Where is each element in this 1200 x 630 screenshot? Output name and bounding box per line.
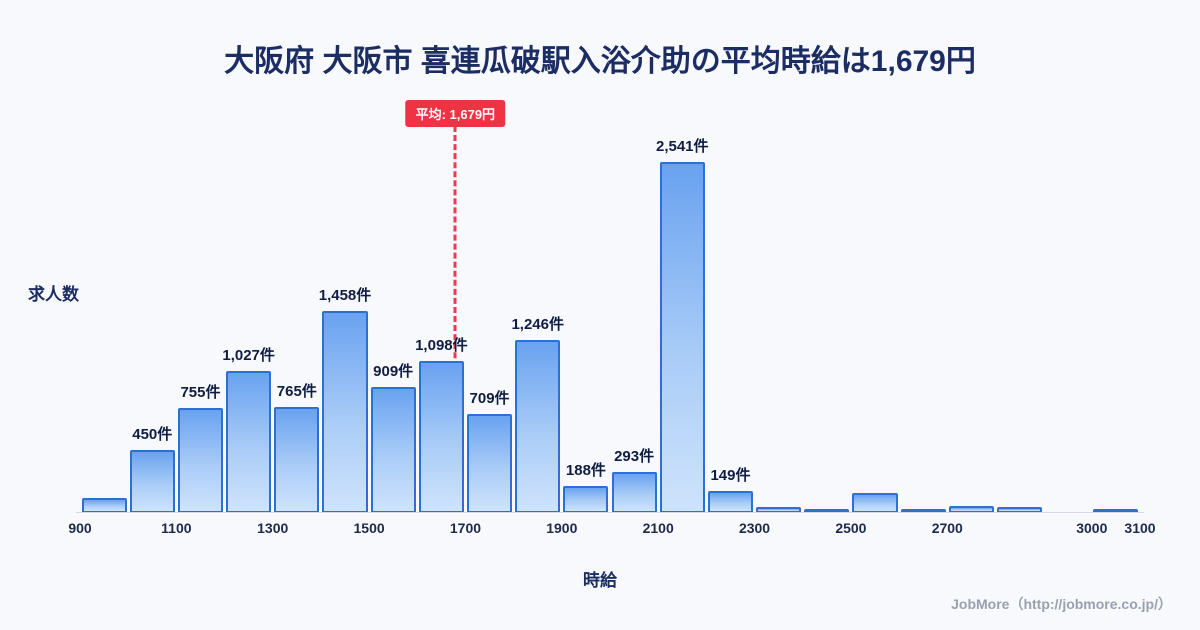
x-tick-1100: 1100 (161, 520, 192, 536)
y-axis-label: 求人数 (28, 285, 79, 304)
bar-2100 (659, 161, 705, 512)
bar-1000 (129, 450, 175, 512)
x-tick-1900: 1900 (546, 520, 578, 536)
bar-1900 (563, 486, 609, 512)
bar-1400 (322, 311, 368, 512)
bar-value-label-1600: 1,098件 (415, 336, 468, 354)
x-tick-2500: 2500 (835, 520, 867, 536)
x-axis-ticks: 900 1100 1300 1500 1700 1900 2100 2300 2500 2700 3… (68, 520, 1155, 540)
bar-1200 (226, 370, 272, 512)
bar-value-label-2000: 293件 (614, 447, 655, 465)
bar-1700 (466, 414, 513, 512)
bar-value-label-1900: 188件 (565, 462, 606, 480)
bar-value-label-1100: 755件 (180, 383, 221, 401)
bar-2800 (996, 506, 1043, 512)
x-axis-baseline (76, 512, 1144, 513)
bar-value-label-1200: 1,027件 (222, 346, 275, 364)
average-line (453, 126, 457, 512)
x-tick-1300: 1300 (257, 520, 289, 536)
footer-credit: JobMore（http://jobmore.co.jp/） (951, 596, 1172, 612)
chart-title: 大阪府 大阪市 喜連瓜破駅入浴介助の平均時給は1,679円 (224, 45, 976, 78)
bar-3000 (1093, 508, 1139, 512)
bar-2600 (900, 508, 946, 512)
average-badge: 平均: 1,679円 (405, 100, 506, 127)
bar-2300 (756, 507, 802, 512)
x-tick-2700: 2700 (931, 520, 963, 536)
bar-value-label-1300: 765件 (276, 382, 317, 400)
plot-area: 平均: 1,679円 450件 755件 1,027件 765件 1,458件 909件 1… (76, 100, 1144, 513)
bar-2200 (707, 491, 754, 512)
x-tick-1700: 1700 (449, 520, 482, 536)
bar-1600 (418, 360, 464, 512)
x-tick-900: 900 (68, 520, 92, 536)
bar-1800 (515, 340, 561, 512)
x-tick-2100: 2100 (642, 520, 674, 536)
x-tick-3100: 3100 (1124, 520, 1156, 536)
bar-value-label-1700: 709件 (469, 390, 510, 408)
x-tick-2300: 2300 (738, 520, 771, 536)
bar-2400 (804, 509, 850, 512)
x-tick-1500: 1500 (353, 520, 385, 536)
bar-value-label-1400: 1,458件 (318, 287, 372, 305)
x-tick-3000: 3000 (1076, 520, 1108, 536)
bar-value-label-1500: 909件 (373, 362, 414, 380)
bar-900 (81, 498, 127, 512)
bar-1100 (177, 407, 224, 512)
bar-1300 (274, 406, 320, 512)
bar-2000 (611, 471, 657, 512)
x-axis-label: 時給 (583, 571, 617, 590)
bar-2500 (852, 492, 898, 512)
bar-value-label-1000: 450件 (132, 426, 173, 443)
bar-value-label-2200: 149件 (710, 467, 751, 485)
bar-value-label-2100: 2,541件 (655, 137, 709, 155)
bar-value-label-1800: 1,246件 (511, 316, 564, 334)
bar-1500 (370, 386, 416, 512)
bar-2700 (948, 505, 994, 512)
